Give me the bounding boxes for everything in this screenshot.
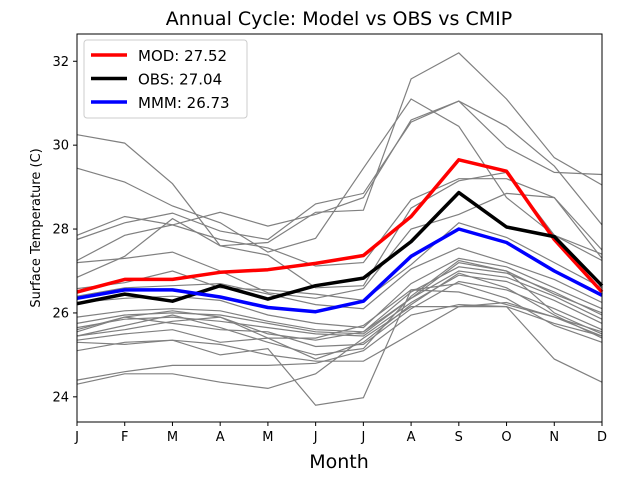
ensemble-line-2 — [76, 98, 603, 262]
x-axis-label: Month — [309, 451, 369, 473]
x-tick-label: M — [262, 430, 273, 445]
legend-label-mmm: MMM: 26.73 — [138, 94, 230, 112]
ensemble-line-22 — [76, 261, 603, 341]
legend-box — [83, 39, 248, 119]
y-tick-label: 30 — [52, 139, 69, 154]
ensemble-line-4 — [76, 100, 603, 241]
chart-title: Annual Cycle: Model vs OBS vs CMIP — [166, 8, 512, 30]
ensemble-line-20 — [76, 303, 603, 383]
x-tick-label: A — [407, 430, 416, 445]
x-tick-label: J — [360, 430, 365, 445]
legend-label-obs: OBS: 27.04 — [138, 71, 222, 89]
series-lines — [76, 158, 604, 314]
ensemble-line-3 — [76, 100, 603, 236]
y-tick-label: 24 — [52, 390, 69, 405]
plot-frame — [76, 33, 603, 423]
ensemble-line-19 — [76, 282, 603, 406]
legend: MOD: 27.52 OBS: 27.04 MMM: 26.73 — [83, 39, 248, 119]
series-line-mod — [76, 158, 604, 294]
ensemble-line-17 — [76, 289, 603, 343]
ensemble-lines — [76, 52, 603, 406]
y-tick-label: 28 — [52, 223, 69, 238]
ensemble-line-21 — [76, 301, 603, 390]
x-tick-label: S — [455, 430, 463, 445]
ensemble-line-16 — [76, 272, 603, 360]
x-tick-label: N — [549, 430, 559, 445]
ensemble-line-13 — [76, 274, 603, 337]
y-axis-ticks: 24 26 28 30 32 — [52, 55, 77, 405]
series-line-mmm — [76, 227, 603, 314]
x-tick-label: J — [313, 430, 318, 445]
ensemble-line-10 — [76, 257, 603, 329]
x-tick-label: D — [597, 430, 607, 445]
ensemble-line-8 — [76, 222, 603, 302]
x-tick-label: A — [216, 430, 225, 445]
y-tick-label: 26 — [52, 306, 69, 321]
y-tick-label: 32 — [52, 55, 69, 70]
ensemble-line-7 — [76, 192, 603, 299]
x-tick-label: O — [501, 430, 511, 445]
x-tick-label: F — [121, 430, 128, 445]
legend-label-mod: MOD: 27.52 — [138, 47, 227, 65]
ensemble-line-12 — [76, 270, 603, 335]
ensemble-line-15 — [76, 259, 603, 356]
x-tick-label: J — [74, 430, 79, 445]
series-line-obs — [76, 190, 604, 306]
ensemble-line-11 — [76, 266, 603, 333]
ensemble-line-1 — [76, 52, 603, 247]
x-tick-label: M — [167, 430, 178, 445]
y-axis-label: Surface Temperature (C) — [29, 148, 44, 307]
